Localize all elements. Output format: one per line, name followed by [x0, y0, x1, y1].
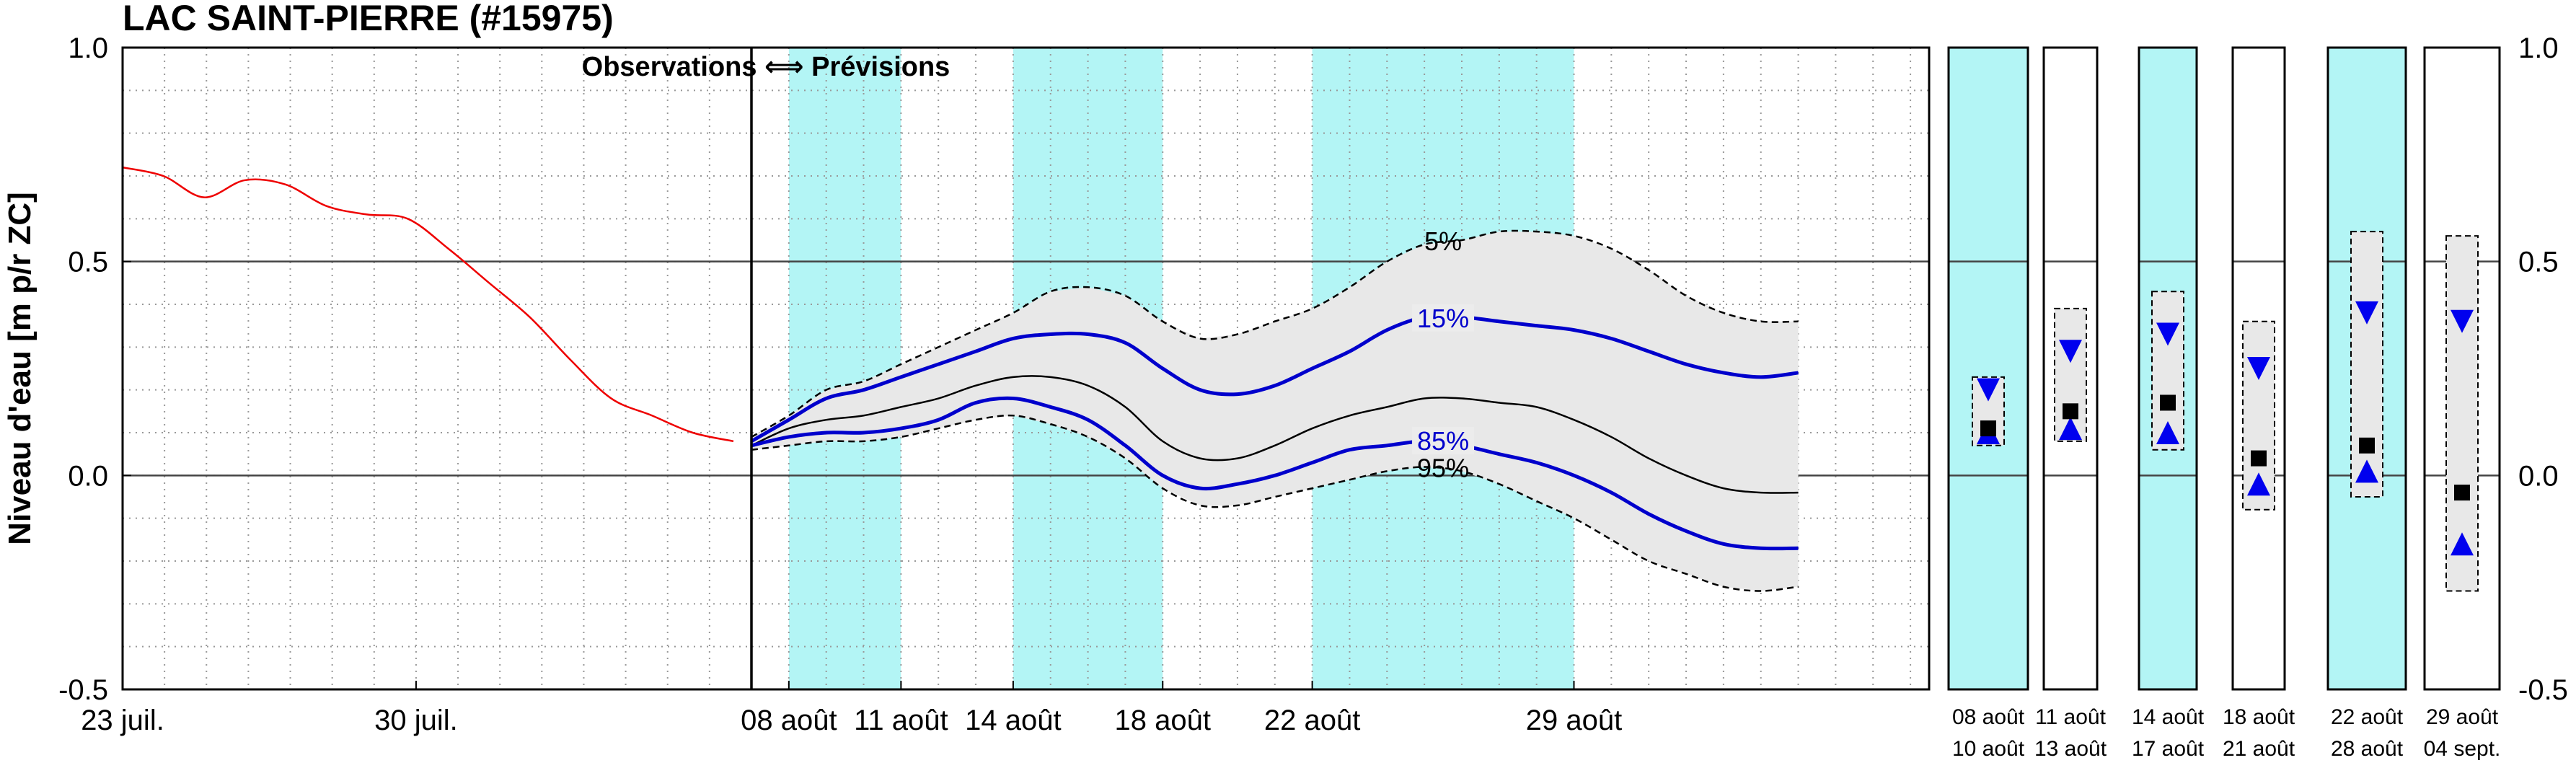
forecast-envelope: [751, 231, 1799, 591]
y-tick-left: 0.0: [68, 460, 108, 492]
y-tick-right: -0.5: [2518, 674, 2568, 706]
weekly-label-end: 21 août: [2223, 737, 2295, 761]
forecast-series-95pct: [751, 414, 1799, 592]
weekly-label-start: 22 août: [2331, 705, 2404, 729]
weekly-median-marker: [2160, 394, 2176, 411]
percentile-label-85pct: 85%: [1417, 426, 1469, 456]
y-tick-right: 0.5: [2518, 247, 2559, 278]
y-axis-label: Niveau d'eau [m p/r ZC]: [2, 192, 38, 545]
weekly-label-start: 29 août: [2426, 705, 2499, 729]
y-tick-right: 1.0: [2518, 32, 2559, 64]
weekly-panel: [2138, 46, 2198, 691]
observations-forecast-annotation: Observations ⟺ Prévisions: [582, 52, 950, 82]
weekly-panel-frame: [2326, 46, 2407, 691]
weekly-15pct-marker: [2247, 357, 2270, 380]
forecast-series-15pct: [751, 314, 1799, 443]
percentile-label-95pct: 95%: [1417, 453, 1469, 482]
weekly-15pct-marker: [1977, 378, 2000, 402]
weekly-85pct-marker: [2156, 421, 2179, 444]
weekly-15pct-marker: [2059, 340, 2082, 363]
y-tick-left: 0.5: [68, 247, 108, 278]
weekly-median-marker: [2251, 450, 2267, 467]
weekly-panel: [2423, 46, 2501, 691]
weekly-label-end: 04 sept.: [2424, 737, 2501, 761]
chart-title: LAC SAINT-PIERRE (#15975): [123, 0, 614, 38]
x-tick-observation: 30 juil.: [374, 705, 458, 736]
weekly-panel: [1947, 46, 2029, 691]
forecast-series-85pct: [751, 396, 1799, 551]
weekly-median-marker: [2063, 403, 2078, 420]
y-tick-right: 0.0: [2518, 460, 2559, 492]
weekly-panel-frame: [2231, 46, 2286, 691]
x-tick-forecast: 14 août: [965, 705, 1061, 736]
x-tick-forecast: 22 août: [1264, 705, 1360, 736]
weekly-range-box: [2445, 235, 2479, 592]
weekly-85pct-marker: [2355, 459, 2378, 483]
weekly-panel: [2042, 46, 2099, 691]
y-tick-left: -0.5: [58, 674, 108, 706]
weekly-label-start: 18 août: [2223, 705, 2295, 729]
weekly-panel-bg: [1949, 48, 2028, 689]
forecast-series-5pct: [751, 229, 1799, 438]
percentile-label-15pct: 15%: [1417, 304, 1469, 333]
forecast-shaded-band: [788, 48, 901, 689]
weekly-label-end: 28 août: [2331, 737, 2404, 761]
weekly-85pct-marker: [2247, 472, 2270, 496]
percentile-label-5pct: 5%: [1424, 226, 1462, 256]
weekly-panel-frame: [2423, 46, 2501, 691]
percentile-label-bg: [1412, 304, 1475, 332]
weekly-panel: [2231, 46, 2286, 691]
weekly-range-box: [2350, 231, 2383, 498]
weekly-panel-frame: [1947, 46, 2029, 691]
weekly-15pct-marker: [2156, 322, 2179, 346]
x-tick-forecast: 29 août: [1526, 705, 1622, 736]
forecast-series-median: [751, 375, 1799, 494]
weekly-median-marker: [1980, 420, 1996, 437]
weekly-85pct-marker: [2059, 417, 2082, 441]
weekly-label-end: 10 août: [1952, 737, 2025, 761]
weekly-panel: [2326, 46, 2407, 691]
weekly-15pct-marker: [2451, 309, 2474, 333]
x-tick-observation: 23 juil.: [81, 705, 164, 736]
weekly-label-end: 17 août: [2132, 737, 2205, 761]
weekly-15pct-marker: [2355, 301, 2378, 325]
main-plot-frame: [121, 46, 1931, 691]
weekly-label-start: 08 août: [1952, 705, 2025, 729]
weekly-label-start: 11 août: [2035, 705, 2107, 729]
weekly-panel-frame: [2042, 46, 2099, 691]
x-tick-forecast: 11 août: [854, 705, 948, 736]
x-tick-forecast: 18 août: [1115, 705, 1211, 736]
weekly-panel-frame: [2138, 46, 2198, 691]
weekly-85pct-marker: [2451, 532, 2474, 556]
x-tick-forecast: 08 août: [741, 705, 837, 736]
observed-series: [123, 166, 734, 443]
weekly-label-start: 14 août: [2132, 705, 2205, 729]
weekly-median-marker: [2454, 485, 2470, 501]
percentile-label-bg: [1412, 426, 1475, 454]
weekly-median-marker: [2359, 437, 2375, 454]
weekly-label-end: 13 août: [2034, 737, 2107, 761]
y-tick-left: 1.0: [68, 32, 108, 64]
